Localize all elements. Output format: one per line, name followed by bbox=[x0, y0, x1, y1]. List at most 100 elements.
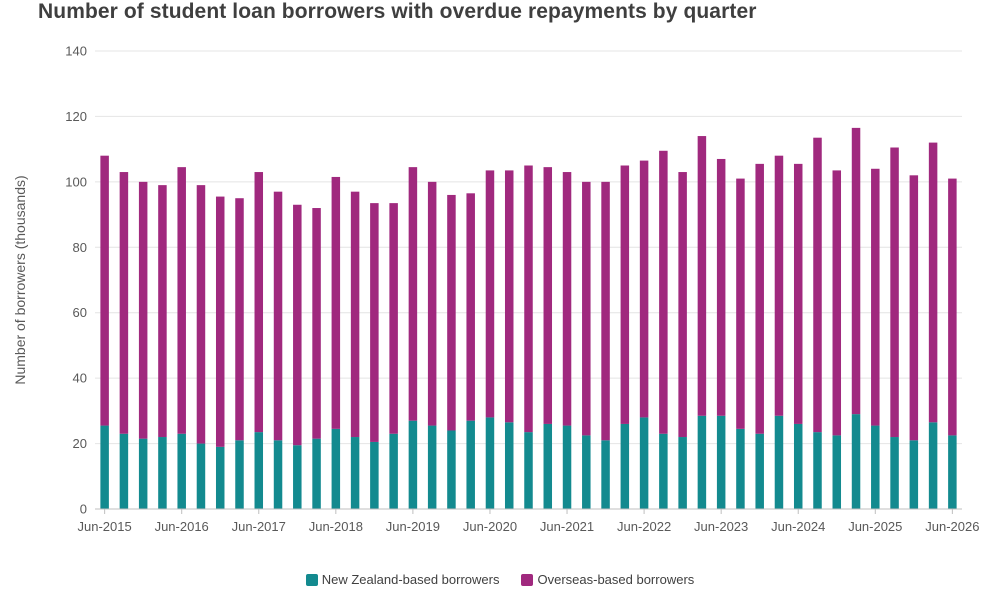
bar-overseas-based bbox=[543, 167, 553, 424]
bar-overseas-based bbox=[331, 176, 341, 429]
bar-overseas-based bbox=[697, 136, 707, 416]
bar-nz-based bbox=[736, 428, 745, 509]
bar-overseas-based bbox=[485, 170, 495, 418]
bar-nz-based bbox=[158, 437, 167, 509]
bar-overseas-based bbox=[678, 172, 687, 438]
bar-nz-based bbox=[832, 435, 842, 509]
x-axis-ticks: Jun-2015 Jun-2016 Jun-2017 Jun-2018 Jun-2019… bbox=[78, 519, 980, 534]
legend: New Zealand-based borrowers Overseas-bas… bbox=[0, 572, 1000, 587]
x-axis bbox=[95, 508, 962, 514]
bar-nz-based bbox=[793, 423, 803, 509]
y-tick-label: 40 bbox=[73, 371, 87, 386]
bar-overseas-based bbox=[293, 204, 302, 446]
bar-overseas-based bbox=[158, 185, 167, 438]
chart-title: Number of student loan borrowers with ov… bbox=[38, 0, 757, 23]
y-tick-label: 140 bbox=[65, 44, 87, 59]
bar-nz-based bbox=[119, 433, 129, 509]
bar-nz-based bbox=[273, 440, 283, 509]
bar-nz-based bbox=[100, 425, 109, 509]
y-tick-label: 120 bbox=[65, 109, 87, 124]
bar-overseas-based bbox=[100, 155, 109, 426]
bar-overseas-based bbox=[254, 172, 264, 433]
bar-overseas-based bbox=[736, 178, 745, 429]
bar-nz-based bbox=[716, 415, 726, 509]
bar-nz-based bbox=[504, 422, 514, 509]
x-tick-label: Jun-2024 bbox=[771, 519, 825, 534]
legend-item-overseas: Overseas-based borrowers bbox=[521, 572, 694, 587]
bar-nz-based bbox=[312, 438, 321, 509]
bar-overseas-based bbox=[928, 142, 938, 423]
bar-nz-based bbox=[851, 414, 861, 509]
x-tick-label: Jun-2019 bbox=[386, 519, 440, 534]
bar-overseas-based bbox=[196, 185, 206, 444]
legend-swatch-nz bbox=[305, 573, 318, 586]
bar-overseas-based bbox=[562, 172, 572, 426]
bar-overseas-based bbox=[948, 178, 957, 436]
bar-overseas-based bbox=[774, 155, 784, 416]
bar-overseas-based bbox=[312, 208, 321, 439]
bar-nz-based bbox=[427, 425, 437, 509]
bar-overseas-based bbox=[524, 165, 533, 433]
y-tick-label: 20 bbox=[73, 436, 87, 451]
x-tick-label: Jun-2023 bbox=[694, 519, 748, 534]
legend-label-overseas: Overseas-based borrowers bbox=[537, 572, 695, 587]
bar-nz-based bbox=[138, 438, 148, 509]
x-tick-label: Jun-2021 bbox=[540, 519, 594, 534]
legend-label-nz: New Zealand-based borrowers bbox=[321, 572, 500, 587]
bar-nz-based bbox=[254, 432, 264, 509]
legend-swatch-overseas bbox=[521, 573, 534, 586]
bar-nz-based bbox=[890, 437, 899, 509]
x-tick-label: Jun-2018 bbox=[309, 519, 363, 534]
bar-nz-based bbox=[485, 417, 495, 509]
bar-nz-based bbox=[871, 425, 880, 509]
bar-nz-based bbox=[370, 441, 379, 509]
bar-nz-based bbox=[562, 425, 572, 509]
bar-overseas-based bbox=[273, 191, 283, 441]
bar-overseas-based bbox=[235, 198, 244, 441]
bar-nz-based bbox=[350, 437, 360, 509]
bar-overseas-based bbox=[177, 167, 186, 434]
bar-nz-based bbox=[331, 428, 341, 509]
y-axis-ticks: 0 20 40 60 80 100 120 140 bbox=[65, 44, 87, 517]
bar-overseas-based bbox=[389, 203, 398, 434]
bar-nz-based bbox=[774, 415, 784, 509]
bars bbox=[100, 127, 957, 509]
bar-nz-based bbox=[389, 433, 398, 509]
bar-nz-based bbox=[755, 433, 764, 509]
x-tick-label: Jun-2015 bbox=[78, 519, 132, 534]
bar-nz-based bbox=[948, 435, 957, 509]
y-tick-label: 60 bbox=[73, 305, 87, 320]
bar-overseas-based bbox=[890, 147, 899, 438]
x-tick-label: Jun-2025 bbox=[848, 519, 902, 534]
bar-nz-based bbox=[928, 422, 938, 509]
x-tick-label: Jun-2022 bbox=[617, 519, 671, 534]
bar-overseas-based bbox=[909, 175, 919, 441]
x-tick-label: Jun-2020 bbox=[463, 519, 517, 534]
bar-overseas-based bbox=[215, 196, 225, 447]
bar-nz-based bbox=[582, 435, 591, 509]
bar-nz-based bbox=[408, 420, 418, 509]
bar-overseas-based bbox=[659, 150, 668, 434]
bar-nz-based bbox=[659, 433, 668, 509]
bar-nz-based bbox=[639, 417, 649, 509]
bar-nz-based bbox=[601, 440, 610, 509]
x-tick-label: Jun-2017 bbox=[232, 519, 286, 534]
x-tick-label: Jun-2026 bbox=[925, 519, 979, 534]
bar-overseas-based bbox=[601, 181, 610, 441]
bar-overseas-based bbox=[350, 191, 360, 438]
bar-overseas-based bbox=[813, 137, 822, 433]
bar-nz-based bbox=[620, 423, 630, 509]
bar-overseas-based bbox=[582, 181, 591, 436]
bar-overseas-based bbox=[639, 160, 649, 418]
y-tick-label: 0 bbox=[80, 502, 87, 517]
bar-overseas-based bbox=[447, 194, 456, 431]
bar-nz-based bbox=[235, 440, 244, 509]
y-axis-label: Number of borrowers (thousands) bbox=[12, 175, 28, 384]
bar-overseas-based bbox=[138, 181, 148, 439]
bar-nz-based bbox=[697, 415, 707, 509]
bar-overseas-based bbox=[851, 127, 861, 415]
bar-nz-based bbox=[196, 443, 206, 509]
bar-nz-based bbox=[909, 440, 919, 509]
y-tick-label: 80 bbox=[73, 240, 87, 255]
bar-overseas-based bbox=[755, 163, 764, 434]
